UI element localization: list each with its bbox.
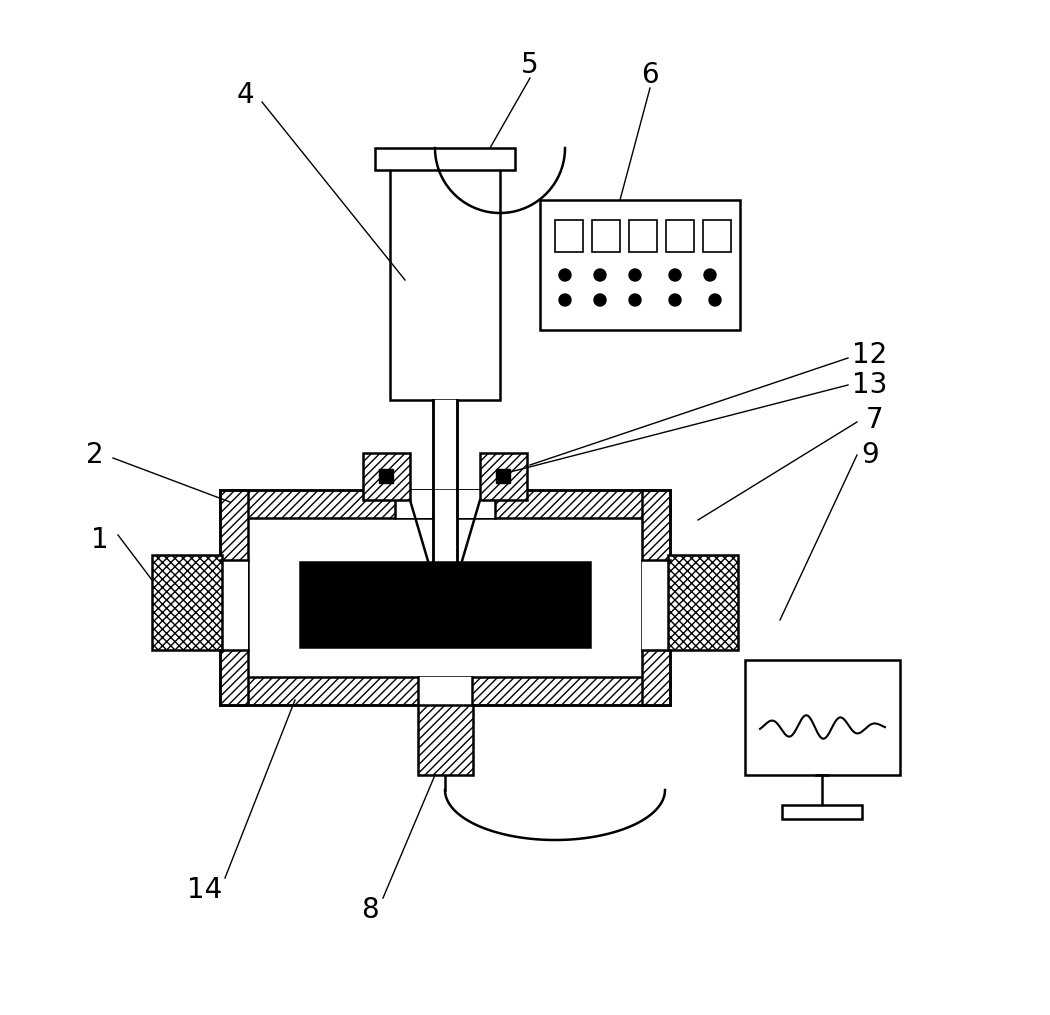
Circle shape <box>594 269 606 281</box>
Text: 4: 4 <box>236 81 254 109</box>
Circle shape <box>594 294 606 306</box>
Text: 12: 12 <box>853 341 887 369</box>
Bar <box>666 220 694 252</box>
Bar <box>555 220 583 252</box>
Bar <box>363 453 410 500</box>
Bar <box>782 805 862 819</box>
Bar <box>220 490 670 518</box>
Text: 7: 7 <box>866 406 884 434</box>
Circle shape <box>704 269 716 281</box>
Bar <box>220 560 248 650</box>
Bar <box>379 469 393 483</box>
Bar <box>152 555 222 650</box>
Bar <box>592 220 620 252</box>
Circle shape <box>629 294 640 306</box>
Text: 6: 6 <box>642 61 658 89</box>
Bar <box>496 469 510 483</box>
Bar <box>642 490 670 705</box>
Bar <box>395 490 495 518</box>
Text: 5: 5 <box>521 51 539 79</box>
Text: 9: 9 <box>861 441 879 469</box>
Circle shape <box>559 269 571 281</box>
Circle shape <box>629 269 640 281</box>
Circle shape <box>669 294 681 306</box>
Circle shape <box>709 294 721 306</box>
Bar <box>642 560 670 650</box>
Bar <box>375 148 514 170</box>
Bar <box>390 160 500 400</box>
Text: 8: 8 <box>361 896 379 924</box>
Text: 1: 1 <box>91 526 109 554</box>
Circle shape <box>669 269 681 281</box>
Bar <box>668 555 738 650</box>
Bar <box>480 453 527 500</box>
Bar <box>418 705 472 775</box>
Bar <box>418 677 472 705</box>
Text: 13: 13 <box>853 371 887 399</box>
Bar <box>433 400 458 570</box>
Bar <box>220 490 670 705</box>
Bar <box>220 677 670 705</box>
Bar <box>300 562 590 647</box>
Bar <box>629 220 657 252</box>
Bar <box>220 490 248 705</box>
Text: 14: 14 <box>187 876 223 904</box>
Text: 2: 2 <box>86 441 104 469</box>
Bar <box>540 200 740 330</box>
Circle shape <box>559 294 571 306</box>
Bar <box>746 660 900 775</box>
Bar <box>704 220 731 252</box>
